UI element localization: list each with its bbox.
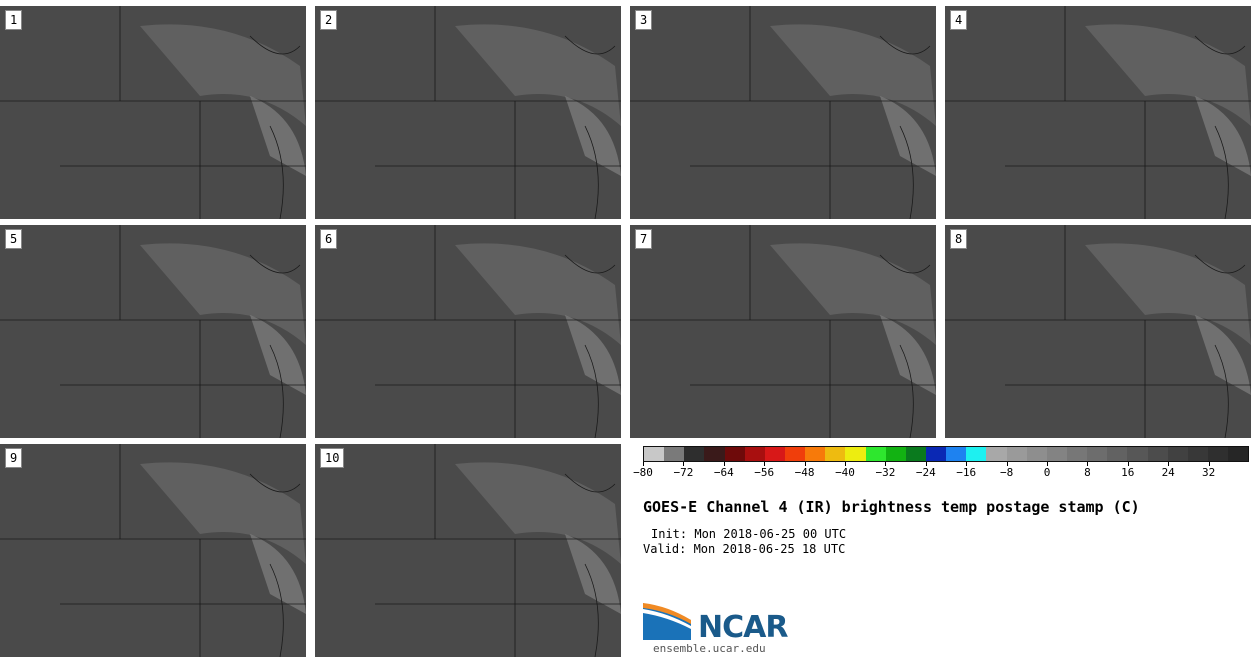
postage-stamp-panel: 2 [315,6,621,219]
colorbar-swatch [724,447,745,461]
panel-number-label: 3 [635,10,653,30]
ir-satellite-map [0,225,306,438]
colorbar-tick-mark [1208,462,1210,466]
ir-satellite-map [315,444,621,657]
colorbar-tick-label: 32 [1201,466,1216,479]
colorbar-swatch [1187,447,1208,461]
colorbar-tick-label: 0 [1043,466,1051,479]
ir-satellite-map [0,444,306,657]
postage-stamp-panel: 3 [630,6,936,219]
colorbar-swatch [1087,447,1108,461]
colorbar-swatch [986,447,1007,461]
colorbar-swatch [825,447,846,461]
colorbar-swatch [925,447,947,461]
colorbar-tick-mark [1168,462,1170,466]
colorbar-tick-mark [683,462,685,466]
colorbar-swatch [644,447,665,461]
colorbar-tick-mark [925,462,927,466]
ir-satellite-map [315,6,621,219]
colorbar-tick-labels: −80 −72 −64 −56 −48 −40 −32 −24 −16 −8 0 8 16 24 32 [633,462,1249,482]
colorbar-swatch [1127,447,1148,461]
colorbar-swatch [1026,447,1047,461]
colorbar-swatch [764,447,785,461]
panel-number-label: 8 [950,229,968,249]
colorbar-swatch [784,447,806,461]
colorbar-tick-mark [1127,462,1129,466]
ir-satellite-map [0,6,306,219]
panel-number-label: 5 [5,229,23,249]
colorbar-tick-mark [643,462,644,466]
panel-number-label: 2 [320,10,338,30]
colorbar-swatch [865,447,886,461]
colorbar-tick-mark [885,462,887,466]
colorbar-tick-label: 8 [1084,466,1091,479]
colorbar-tick-mark [723,462,725,466]
colorbar-tick-label: −48 [794,466,815,479]
colorbar-swatch [1207,447,1229,461]
ir-satellite-map [630,6,936,219]
colorbar-tick-mark [1047,462,1048,466]
ir-satellite-map [315,225,621,438]
valid-time: Valid: Mon 2018-06-25 18 UTC [643,542,846,556]
colorbar-swatch [1066,447,1088,461]
postage-stamp-panel: 9 [0,444,306,657]
colorbar-swatch [1228,447,1249,461]
colorbar-tick-label: −8 [999,466,1014,479]
colorbar-swatch [966,447,987,461]
panel-number-label: 7 [635,229,653,249]
panel-number-label: 6 [320,229,338,249]
panel-number-label: 4 [950,10,968,30]
ncar-logo-icon [643,603,691,640]
colorbar-swatch [1006,447,1027,461]
colorbar-swatch [744,447,765,461]
colorbar-swatch [946,447,967,461]
colorbar-tick-mark [1087,462,1089,466]
colorbar-swatch [1046,447,1067,461]
postage-stamp-panel: 6 [315,225,621,438]
postage-stamp-panel: 7 [630,225,936,438]
colorbar-tick-label: −24 [915,466,936,479]
logo-url: ensemble.ucar.edu [653,642,766,655]
colorbar-swatch [905,447,926,461]
postage-stamp-panel: 10 [315,444,621,657]
postage-stamp-panel: 5 [0,225,306,438]
colorbar-swatch [664,447,685,461]
colorbar-tick-label: −72 [673,466,694,479]
colorbar-swatch [684,447,705,461]
colorbar-tick-mark [845,462,846,466]
colorbar-tick-label: 16 [1121,466,1135,479]
colorbar-tick-mark [966,462,968,466]
colorbar-tick-mark [764,462,766,466]
panel-number-label: 1 [5,10,23,30]
postage-stamp-panel: 4 [945,6,1251,219]
chart-title: GOES-E Channel 4 (IR) brightness temp po… [643,498,1140,516]
colorbar-tick-mark [1006,462,1008,466]
colorbar-tick-label: −40 [835,466,855,479]
colorbar-swatch [1167,447,1188,461]
colorbar-tick-label: −64 [713,466,734,479]
colorbar-swatch [845,447,866,461]
ncar-logo-text: NCAR [698,610,788,645]
panel-number-label: 9 [5,448,23,468]
colorbar-tick-label: −16 [956,466,977,479]
colorbar-swatch [704,447,725,461]
colorbar-swatch [805,447,826,461]
colorbar-tick-label: 24 [1161,466,1175,479]
ir-satellite-map [945,6,1251,219]
colorbar-tick-mark [804,462,806,466]
ir-satellite-map [630,225,936,438]
postage-stamp-panel: 8 [945,225,1251,438]
colorbar-swatch [1147,447,1168,461]
colorbar-swatch [1107,447,1128,461]
colorbar-swatch [885,447,906,461]
colorbar-tick-label: −32 [875,466,896,479]
colorbar-tick-label: −80 [633,466,653,479]
init-time: Init: Mon 2018-06-25 00 UTC [651,527,847,541]
colorbar-tick-label: −56 [754,466,775,479]
postage-stamp-panel: 1 [0,6,306,219]
ir-satellite-map [945,225,1251,438]
colorbar [643,446,1249,462]
panel-number-label: 10 [320,448,345,468]
